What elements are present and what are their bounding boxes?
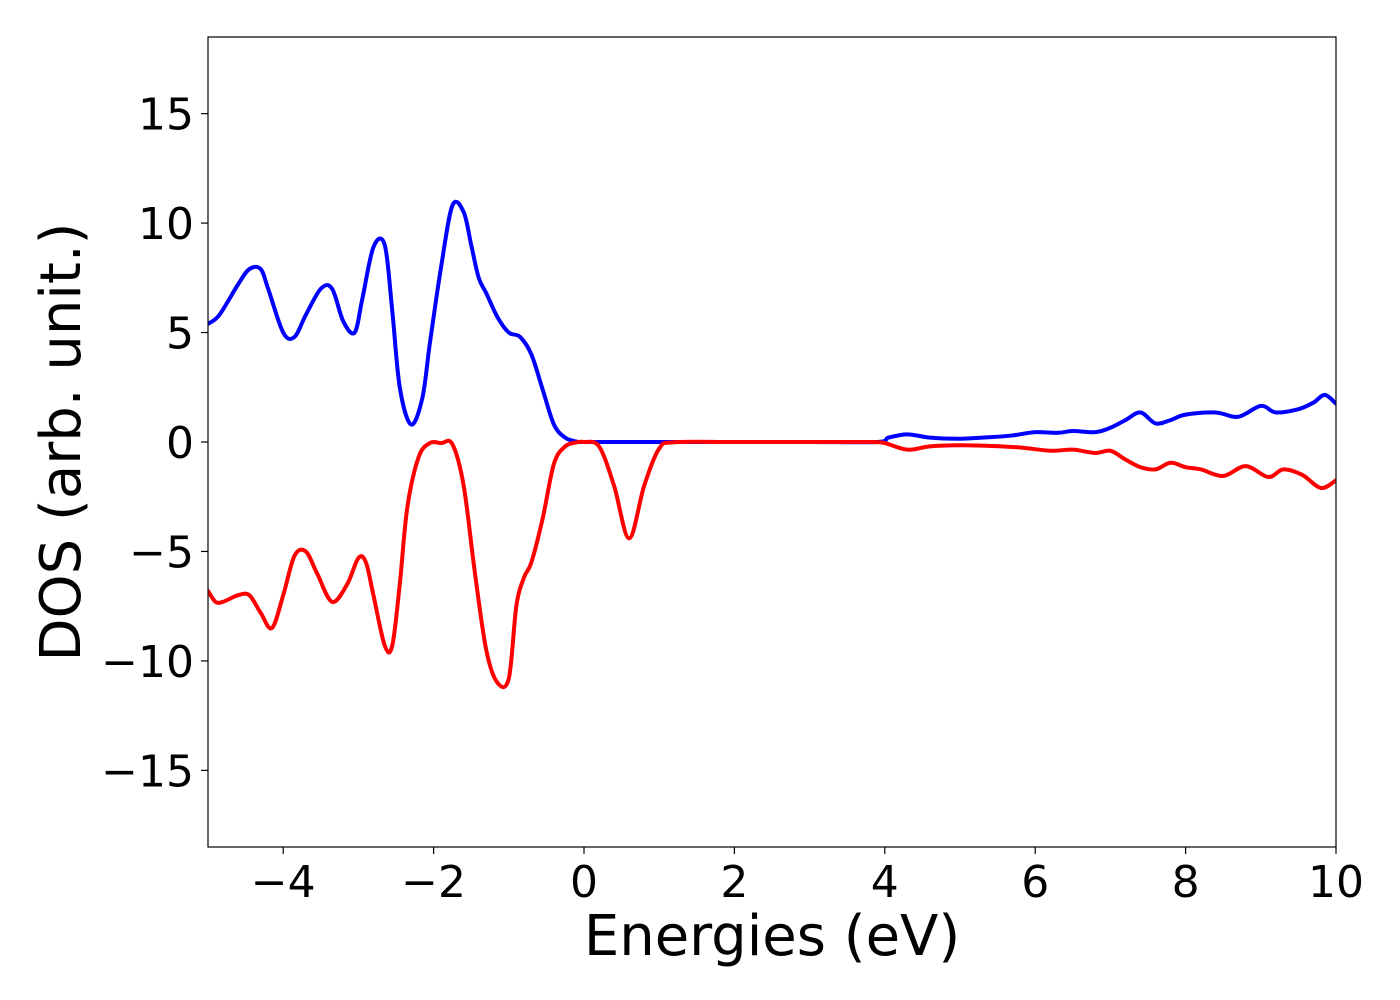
series-layer [208, 199, 1336, 690]
series-line-blue [208, 199, 1336, 445]
series-line-red [208, 438, 1336, 690]
y-tick-label: 10 [138, 199, 194, 250]
x-tick-label: 6 [1021, 857, 1049, 908]
x-tick-label: −2 [401, 857, 466, 908]
y-tick-label: −5 [129, 527, 194, 578]
y-tick-label: −10 [101, 637, 194, 688]
x-tick-label: 10 [1308, 857, 1364, 908]
y-tick-label: −15 [101, 746, 194, 797]
x-tick-label: 4 [871, 857, 899, 908]
x-tick-label: 8 [1172, 857, 1200, 908]
y-tick-label: 0 [166, 418, 194, 469]
y-axis-label: DOS (arb. unit.) [29, 222, 94, 661]
x-tick-label: −4 [251, 857, 316, 908]
x-axis-label: Energies (eV) [584, 904, 960, 969]
y-tick-label: 5 [166, 309, 194, 360]
y-tick-label: 15 [138, 90, 194, 141]
x-tick-label: 2 [720, 857, 748, 908]
x-tick-label: 0 [570, 857, 598, 908]
y-axis-ticks: 15 10 5 0 −5 −10 −15 [101, 90, 208, 797]
x-axis-ticks: −4 −2 0 2 4 6 8 10 [251, 847, 1364, 908]
